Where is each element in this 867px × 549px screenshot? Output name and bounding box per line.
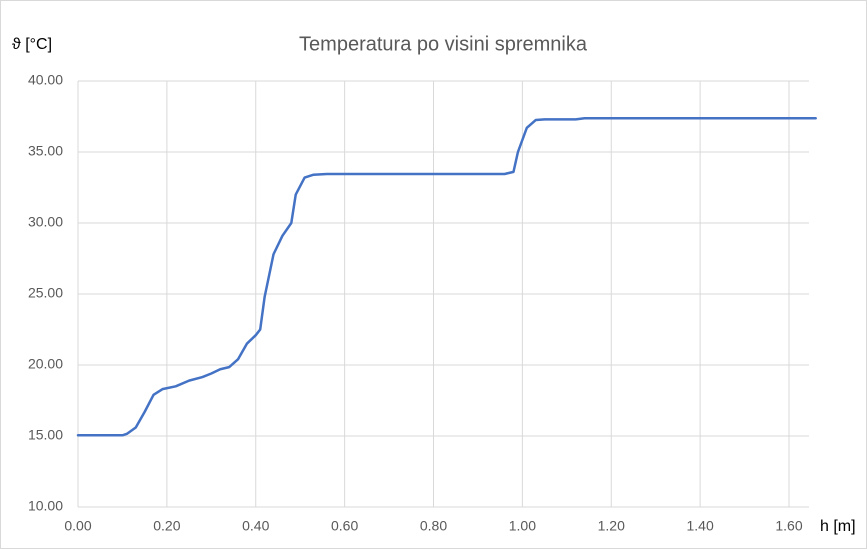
x-tick-label: 0.60: [331, 518, 358, 534]
y-tick-label: 20.00: [28, 356, 63, 372]
x-tick-label: 0.80: [420, 518, 447, 534]
y-tick-label: 10.00: [28, 498, 63, 514]
data-line: [76, 116, 817, 437]
y-tick-label: 25.00: [28, 285, 63, 301]
x-tick-label: 0.00: [64, 518, 91, 534]
x-tick-label: 1.20: [598, 518, 625, 534]
y-tick-label: 35.00: [28, 143, 63, 159]
y-tick-label: 15.00: [28, 427, 63, 443]
x-tick-label: 0.20: [153, 518, 180, 534]
x-tick-label: 1.00: [509, 518, 536, 534]
x-tick-label: 0.40: [242, 518, 269, 534]
y-axis-label: ϑ [°C]: [12, 36, 52, 53]
y-tick-label: 30.00: [28, 214, 63, 230]
x-tick-label: 1.60: [775, 518, 802, 534]
y-tick-label: 40.00: [28, 72, 63, 88]
x-tick-label: 1.40: [687, 518, 714, 534]
chart-title: Temperatura po visini spremnika: [299, 33, 588, 55]
x-axis-label: h [m]: [820, 518, 856, 535]
